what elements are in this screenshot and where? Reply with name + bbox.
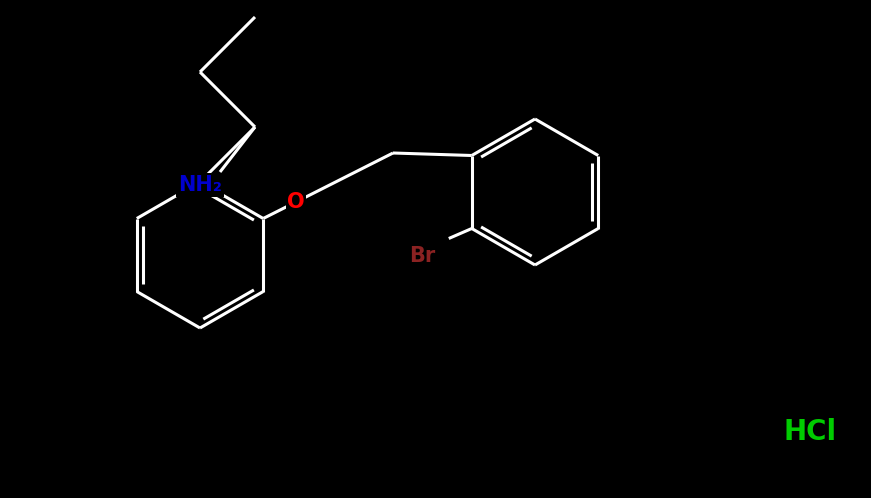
Text: HCl: HCl	[783, 418, 836, 446]
Text: Br: Br	[408, 246, 435, 265]
Text: O: O	[287, 192, 305, 212]
Text: NH₂: NH₂	[178, 175, 222, 195]
